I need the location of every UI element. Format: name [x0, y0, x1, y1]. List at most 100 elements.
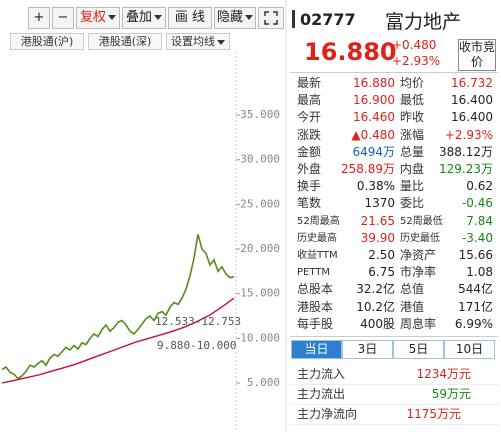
- stat-value: +2.93%: [444, 127, 493, 142]
- stat-label: 笔数: [297, 196, 322, 211]
- zoom-out[interactable]: −: [52, 7, 74, 29]
- adjust-button[interactable]: 复权: [76, 7, 120, 29]
- divider: [290, 404, 498, 405]
- stat-label: 今开: [297, 110, 322, 125]
- stat-label: 总量: [400, 144, 425, 159]
- y-tick-label: 35.000: [240, 108, 280, 121]
- stat-label: 总股本: [297, 282, 334, 297]
- stat-value: 16.900: [353, 93, 395, 108]
- stat-value: 15.66: [458, 248, 493, 262]
- stat-label: 52周最高: [297, 215, 340, 227]
- stat-value: 0.62: [466, 179, 493, 194]
- code-marker: [292, 10, 295, 28]
- stat-value: -0.46: [461, 196, 493, 211]
- price-chart: 5.000 10.000 15.000 20.000 25.000 30.000 35.00…: [1, 0, 287, 432]
- stat-label: 内盘: [400, 162, 425, 176]
- stat-label: 52周最低: [400, 215, 443, 227]
- y-tick-label: 25.000: [240, 197, 280, 210]
- connect-sz-tab[interactable]: 港股通(深): [88, 33, 162, 50]
- range-annotation: 12.533-12.753: [155, 315, 241, 328]
- period-tab[interactable]: 当日: [291, 340, 342, 359]
- fullscreen-button[interactable]: [258, 7, 284, 29]
- stat-label: 最高: [297, 93, 322, 108]
- label: 设置均线: [171, 35, 215, 48]
- stat-label: 昨收: [400, 110, 425, 125]
- stat-value: 0.38%: [356, 179, 395, 194]
- range-annotation: 9.880-10.000: [157, 339, 236, 352]
- y-tick-label: 20.000: [240, 242, 280, 255]
- stat-value: 10.2亿: [356, 299, 395, 314]
- divider: [290, 424, 498, 425]
- stat-label: 历史最高: [297, 232, 337, 244]
- stat-value: 6.75: [368, 265, 395, 280]
- stat-value: 7.84: [466, 213, 493, 228]
- stat-value: 16.400: [451, 93, 493, 108]
- stat-value: 6494万: [352, 144, 395, 159]
- price-line: [1, 234, 235, 380]
- stat-label: 均价: [400, 76, 425, 90]
- auction-button[interactable]: 收市竞价: [458, 39, 496, 71]
- overlay-button[interactable]: 叠加: [122, 7, 166, 29]
- stat-label: 总值: [400, 282, 425, 297]
- stat-label: 金额: [297, 144, 322, 159]
- flow-value: 1234万元: [416, 367, 471, 381]
- ma-settings[interactable]: 设置均线: [166, 33, 230, 50]
- hide-button[interactable]: 隐藏: [214, 7, 256, 29]
- stat-value: ▲0.480: [351, 127, 395, 142]
- stat-value: 171亿: [458, 299, 493, 314]
- stat-label: 外盘: [297, 162, 322, 176]
- stat-label: 量比: [400, 179, 425, 194]
- stat-value: 16.732: [451, 76, 493, 90]
- y-tick-label: 30.000: [240, 153, 280, 166]
- stat-label: 最新: [297, 76, 322, 90]
- y-tick-label: 10.000: [240, 331, 280, 344]
- period-tab[interactable]: 10日: [444, 340, 495, 359]
- stat-value: -3.40: [461, 230, 493, 245]
- stat-label: 委比: [400, 196, 425, 211]
- draw-button[interactable]: 画 线: [168, 7, 212, 29]
- stat-label: 换手: [297, 179, 322, 194]
- flow-label: 主力流出: [297, 387, 346, 401]
- stat-label: 历史最低: [400, 232, 440, 244]
- stat-label: 市净率: [400, 265, 437, 280]
- stat-label: 涨幅: [400, 127, 425, 142]
- zoom-in[interactable]: +: [28, 7, 50, 29]
- stat-value: 544亿: [458, 282, 493, 297]
- fullscreen-icon: [264, 11, 278, 25]
- stat-value: 1.08: [466, 265, 493, 280]
- label: 叠加: [125, 10, 152, 25]
- stat-label: 净资产: [400, 248, 437, 262]
- stat-label: 港值: [400, 299, 425, 314]
- stock-code: 02777: [300, 10, 356, 29]
- period-tab[interactable]: 5日: [393, 340, 444, 359]
- label: 隐藏: [216, 10, 243, 25]
- flow-value: 59万元: [431, 387, 471, 401]
- stock-name: 富力地产: [385, 11, 462, 33]
- stat-value: 388.12万: [439, 144, 493, 159]
- period-tab[interactable]: 3日: [342, 340, 393, 359]
- stat-label: 最低: [400, 93, 425, 108]
- stat-value: 258.89万: [341, 162, 395, 176]
- connect-sh-tab[interactable]: 港股通(沪): [10, 33, 84, 50]
- stat-value: 21.65: [360, 213, 395, 228]
- price-line: [1, 297, 235, 384]
- last-price: 16.880: [304, 38, 397, 66]
- stat-value: 400股: [360, 316, 395, 331]
- divider: [290, 336, 498, 337]
- flow-label: 主力净流向: [297, 407, 358, 421]
- change: +0.480: [392, 38, 437, 52]
- stat-label: 每手股: [297, 316, 334, 331]
- stat-label: 收益TTM: [297, 250, 338, 261]
- stat-value: 6.99%: [454, 316, 493, 331]
- y-tick-label: 15.000: [240, 287, 280, 300]
- label: 复权: [79, 10, 106, 25]
- divider: [290, 384, 498, 385]
- change-pct: +2.93%: [392, 54, 441, 68]
- y-tick-label: 5.000: [247, 376, 280, 389]
- stat-label: 周息率: [400, 316, 437, 331]
- stat-value: 16.400: [451, 110, 493, 125]
- stat-value: 16.880: [353, 76, 395, 90]
- stat-value: 129.23万: [439, 162, 493, 176]
- stat-label: PETTM: [297, 267, 331, 279]
